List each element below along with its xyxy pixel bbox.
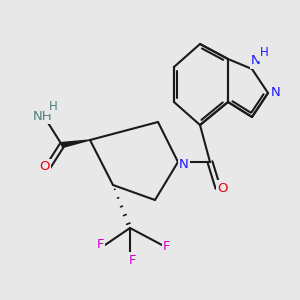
Text: N: N	[271, 86, 281, 100]
Text: H: H	[49, 100, 57, 112]
Text: N: N	[179, 158, 189, 172]
Text: F: F	[163, 241, 171, 254]
Text: F: F	[96, 238, 104, 251]
Text: H: H	[260, 46, 268, 59]
Text: NH: NH	[33, 110, 53, 122]
Text: F: F	[128, 254, 136, 266]
Text: O: O	[218, 182, 228, 194]
Text: N: N	[251, 55, 261, 68]
Polygon shape	[61, 140, 90, 148]
Text: O: O	[39, 160, 49, 173]
